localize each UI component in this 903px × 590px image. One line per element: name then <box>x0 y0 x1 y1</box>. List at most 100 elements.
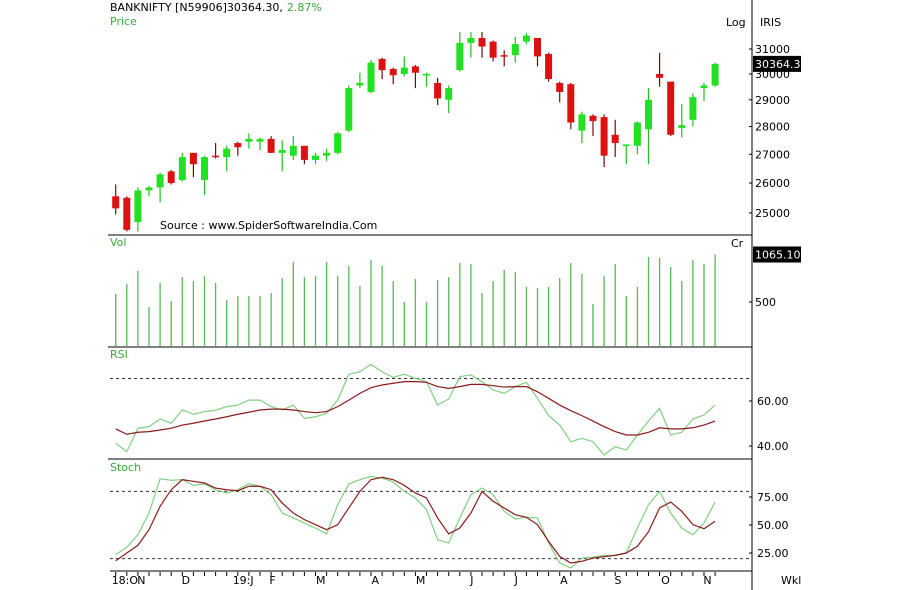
price-axis-label: 27000 <box>755 148 790 161</box>
candle-up <box>245 138 253 142</box>
price-axis-label: 29000 <box>755 94 790 107</box>
candle-up <box>578 114 586 131</box>
candle-up <box>445 88 453 100</box>
candle-up <box>645 99 652 130</box>
scale-mode-label[interactable]: Log <box>726 16 746 29</box>
price-axis-label: 26000 <box>755 177 790 190</box>
symbol-quote: BANKNIFTY [N59906]30364.30, 2.87% <box>110 1 322 14</box>
rsi-panel-label: RSI <box>110 348 128 361</box>
candle-down <box>389 68 397 76</box>
candle-up <box>345 88 353 131</box>
candle-up <box>334 133 342 153</box>
candle-up <box>367 62 375 92</box>
source-label: Source : www.SpiderSoftwareIndia.Com <box>160 219 377 232</box>
candle-down <box>500 55 508 57</box>
price-axis-label: 25000 <box>755 207 790 220</box>
time-axis-label: M <box>416 574 426 587</box>
candle-up <box>145 187 153 191</box>
candle-up <box>633 122 641 146</box>
brand-label: IRIS <box>760 16 781 29</box>
candle-up <box>223 148 231 158</box>
candle-down <box>545 53 553 80</box>
candle-up <box>467 38 475 43</box>
candle-up <box>511 44 519 56</box>
candle-down <box>534 38 541 57</box>
time-axis-label: N <box>703 574 711 587</box>
symbol-text: BANKNIFTY [N59906]30364.30, <box>110 1 283 14</box>
price-axis-label: 31000 <box>755 43 790 56</box>
stoch-axis-label: 50.00 <box>757 519 789 532</box>
time-axis-label: A <box>371 574 379 587</box>
time-axis-label: N <box>137 574 145 587</box>
volume-axis-label: 500 <box>755 296 776 309</box>
candle-up <box>423 73 430 76</box>
volume-unit-label: Cr <box>731 237 744 250</box>
candle-up <box>323 152 331 156</box>
time-axis-label: 18:O <box>112 574 139 587</box>
candle-up <box>622 144 630 146</box>
candle-down <box>611 134 619 144</box>
chart-frame <box>108 0 753 590</box>
last-volume-marker-bg <box>753 246 801 263</box>
candle-down <box>234 143 242 148</box>
time-axis-label: A <box>560 574 568 587</box>
time-axis-label: F <box>269 574 275 587</box>
candle-up <box>400 67 408 74</box>
time-axis-label: D <box>182 574 190 587</box>
candle-down <box>556 82 564 92</box>
candle-up <box>356 82 364 86</box>
periodicity-label[interactable]: Wkl <box>781 574 801 587</box>
candle-up <box>156 174 164 188</box>
last-price-marker: 30364.3 <box>755 58 801 71</box>
price-panel-label: Price <box>110 15 137 28</box>
candle-down <box>411 66 419 73</box>
stoch-axis-label: 75.00 <box>757 491 789 504</box>
time-axis-label: 19:J <box>233 574 254 587</box>
candle-down <box>434 82 442 99</box>
candle-up <box>289 145 297 156</box>
candle-up <box>711 63 719 86</box>
volume-panel-label: Vol <box>110 236 126 249</box>
stoch-panel-label: Stoch <box>110 461 141 474</box>
candle-down <box>189 152 197 165</box>
rsi-axis-label: 60.00 <box>757 395 789 408</box>
candle-down <box>478 38 486 47</box>
rsi-axis-label: 40.00 <box>757 440 789 453</box>
candle-down <box>378 58 386 71</box>
candle-up <box>278 150 286 153</box>
candle-up <box>134 190 142 223</box>
time-axis-label: J <box>514 574 518 587</box>
candle-down <box>489 41 497 58</box>
candle-down <box>112 196 120 209</box>
candle-down <box>212 155 220 158</box>
candle-up <box>312 155 319 160</box>
candle-down <box>300 145 308 160</box>
price-axis-label: 28000 <box>755 121 790 134</box>
time-axis-label: S <box>615 574 622 587</box>
candle-up <box>689 97 697 120</box>
candle-down <box>167 171 175 184</box>
change-percent: 2.87% <box>287 1 322 14</box>
time-axis-label: J <box>469 574 473 587</box>
stoch-axis-label: 25.00 <box>757 547 789 560</box>
last-price-marker-bg <box>753 55 801 72</box>
candle-down <box>267 138 275 153</box>
candle-up <box>700 85 708 89</box>
stoch-line--d <box>115 476 716 564</box>
candle-up <box>201 157 208 181</box>
candle-down <box>567 84 575 123</box>
candle-up <box>256 138 264 142</box>
candle-down <box>123 197 131 230</box>
candle-up <box>178 157 186 181</box>
stoch-line--k <box>115 475 716 569</box>
candle-down <box>600 117 608 156</box>
time-axis-label: M <box>316 574 326 587</box>
candle-down <box>656 73 664 78</box>
time-axis-label: O <box>661 574 670 587</box>
candle-down <box>667 81 675 135</box>
rsi-line-rsi-average <box>115 381 716 436</box>
candle-up <box>678 125 686 128</box>
candle-up <box>456 42 464 71</box>
candle-up <box>522 35 530 42</box>
